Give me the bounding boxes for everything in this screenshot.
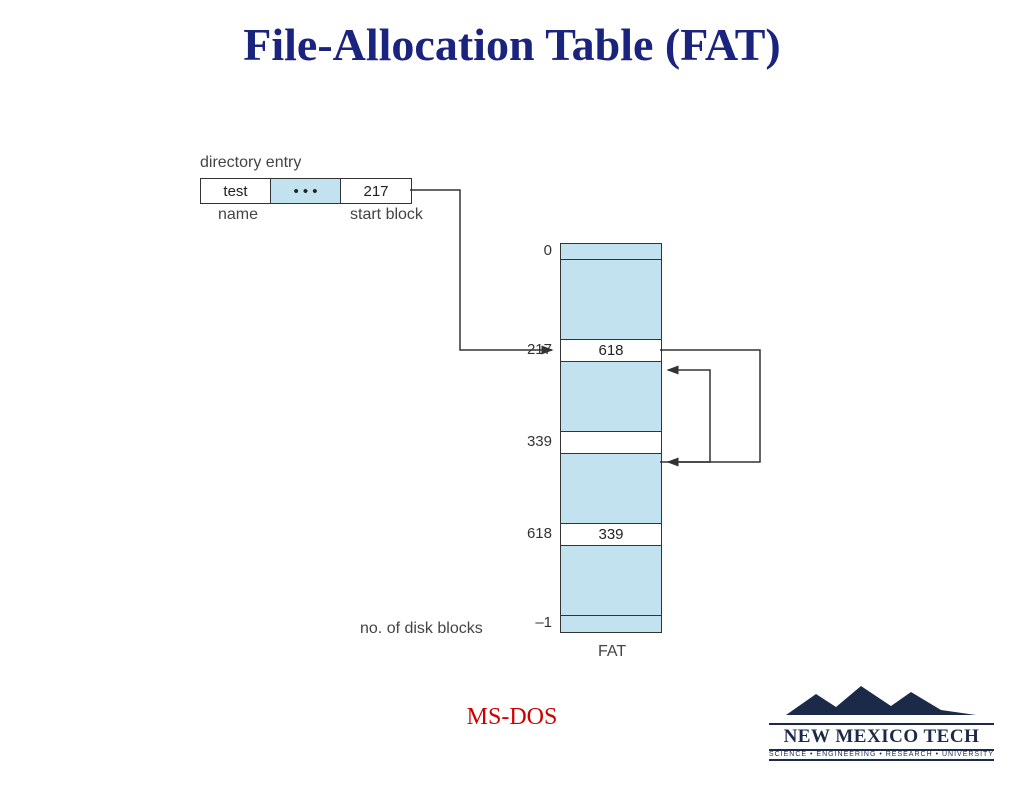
nmt-logo: NEW MEXICO TECH SCIENCE • ENGINEERING • … — [769, 682, 994, 761]
fat-index-618: 618 — [502, 525, 552, 542]
dir-cell-2: 217 — [341, 179, 411, 203]
dir-entry-header: directory entry — [200, 154, 301, 172]
disk-blocks-label: no. of disk blocks — [360, 620, 483, 638]
fat-column: 618 339 — [560, 243, 662, 633]
fat-index-0: 0 — [502, 242, 552, 259]
fat-row-5 — [561, 454, 661, 524]
dir-sublabel-1: start block — [350, 206, 423, 224]
fat-row-4 — [561, 432, 661, 454]
fat-label: FAT — [598, 643, 626, 661]
fat-diagram: directory entry test• • •217 namestart b… — [200, 148, 820, 668]
fat-row-1 — [561, 260, 661, 340]
dir-sublabel-0: name — [218, 206, 258, 224]
fat-index-339: 339 — [502, 433, 552, 450]
fat-row-7 — [561, 546, 661, 616]
fat-index-217: 217 — [502, 341, 552, 358]
logo-name: NEW MEXICO TECH — [769, 723, 994, 751]
fat-row-8 — [561, 616, 661, 632]
directory-entry-row: test• • •217 — [200, 178, 412, 204]
arrows-svg — [200, 148, 820, 668]
dir-cell-1: • • • — [271, 179, 341, 203]
page-title: File-Allocation Table (FAT) — [0, 18, 1024, 71]
fat-row-3 — [561, 362, 661, 432]
fat-row-2: 618 — [561, 340, 661, 362]
fat-row-0 — [561, 244, 661, 260]
fat-index-–1: –1 — [502, 614, 552, 631]
dir-cell-0: test — [201, 179, 271, 203]
mountain-icon — [781, 682, 981, 718]
logo-tagline: SCIENCE • ENGINEERING • RESEARCH • UNIVE… — [769, 751, 994, 761]
fat-row-6: 339 — [561, 524, 661, 546]
